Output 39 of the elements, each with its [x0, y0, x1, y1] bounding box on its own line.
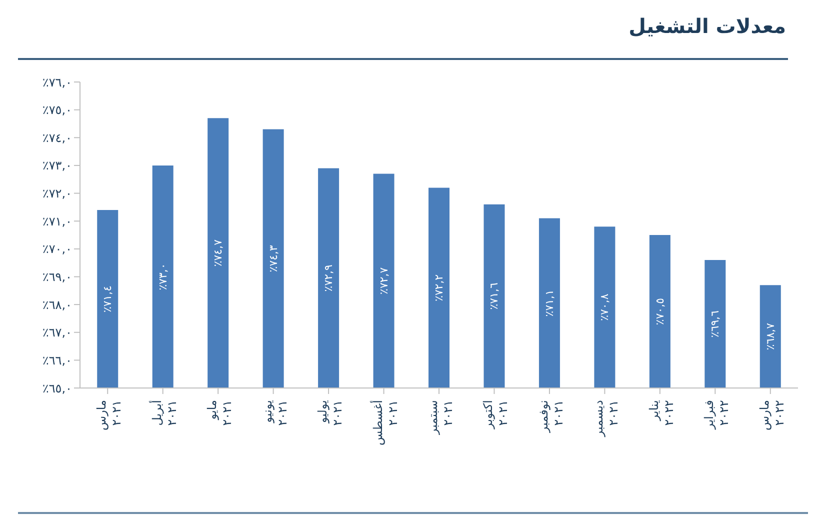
x-tick-label: أغسطس ٢٠٢١ [370, 400, 400, 446]
x-tick-label: نوفمبر ٢٠٢١ [536, 400, 566, 434]
x-tick-label: سبتمبر ٢٠٢١ [426, 400, 455, 436]
data-label: ٪٧١,١ [542, 290, 556, 317]
data-label: ٪٧٠,٨ [598, 294, 612, 321]
x-tick-label: أبريل ٢٠٢١ [148, 400, 179, 426]
x-tick-label: مارس ٢٠٢٢ [757, 400, 786, 431]
data-label: ٪٦٩,٦ [708, 310, 722, 338]
x-tick-label: اكتوبر ٢٠٢١ [481, 400, 510, 430]
y-tick-label: ٪٦٥,٠ [42, 381, 72, 396]
chart-title: معدلات التشغيل [628, 14, 786, 38]
x-tick-label: يونيو ٢٠٢١ [260, 400, 290, 426]
x-tick-label: يوليو ٢٠٢١ [316, 400, 345, 426]
y-tick-label: ٪٧١,٠ [42, 214, 72, 228]
data-label: ٪٧٢,٢ [432, 274, 446, 302]
x-tick-label: يناير ٢٠٢٢ [646, 400, 676, 426]
y-tick-label: ٪٧٦,٠ [42, 75, 72, 90]
data-label: ٪٧٣,٠ [156, 263, 170, 290]
data-label: ٪٧١,٦ [488, 282, 501, 310]
data-label: ٪٧٤,٧ [212, 239, 225, 267]
data-label: ٪٦٨,٧ [764, 322, 777, 350]
data-label: ٪٧٠,٥ [653, 298, 666, 326]
y-tick-label: ٪٦٩,٠ [42, 270, 72, 284]
y-tick-label: ٪٧٤,٠ [42, 130, 72, 145]
data-label: ٪٧١,٤ [101, 285, 114, 313]
x-tick-label: مارس ٢٠٢١ [94, 400, 124, 431]
y-tick-label: ٪٧٠,٠ [42, 242, 72, 256]
x-tick-label: ديسمبر ٢٠٢١ [592, 400, 621, 438]
x-tick-label: فبراير ٢٠٢٢ [702, 400, 732, 430]
y-tick-label: ٪٦٧,٠ [42, 326, 72, 340]
y-tick-label: ٪٧٥,٠ [42, 103, 72, 118]
y-tick-label: ٪٦٦,٠ [42, 353, 72, 368]
data-label: ٪٧٢,٩ [322, 264, 336, 292]
y-tick-label: ٪٧٣,٠ [42, 158, 72, 173]
data-label: ٪٧٤,٣ [266, 244, 280, 272]
y-tick-label: ٪٦٨,٠ [42, 298, 72, 312]
x-tick-label: مايو ٢٠٢١ [205, 400, 234, 426]
y-tick-label: ٪٧٢,٠ [42, 186, 72, 201]
data-label: ٪٧٢,٧ [377, 267, 390, 294]
